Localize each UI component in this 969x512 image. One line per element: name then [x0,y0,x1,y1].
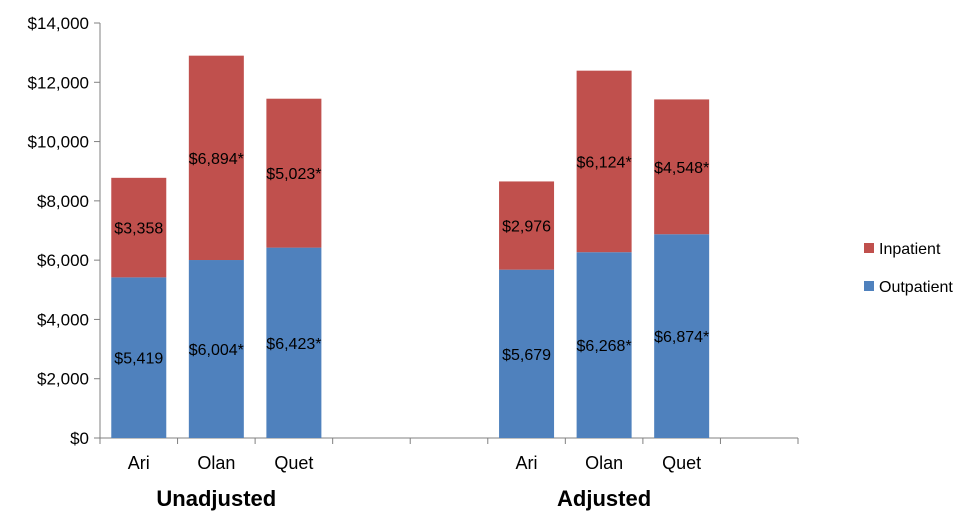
y-tick-label: $6,000 [37,251,89,270]
group-label: Unadjusted [156,486,276,511]
legend-label-outpatient: Outpatient [879,279,953,296]
bar-inpatient [111,177,167,278]
data-label-inpatient: $4,548* [654,160,709,177]
data-label-outpatient: $5,419 [114,351,163,368]
y-tick-label: $2,000 [37,370,89,389]
axes: $0 $2,000 $4,000 $6,000 $8,000 $10,000 $12,000… [28,14,799,511]
bar-inpatient [266,98,322,248]
data-label-outpatient: $6,874* [654,329,709,346]
y-tick-label: $8,000 [37,192,89,211]
bar-outpatient [266,247,322,438]
legend-label-inpatient: Inpatient [879,241,941,258]
data-label-inpatient: $5,023* [266,166,321,183]
y-tick-label: $4,000 [37,310,89,329]
legend-swatch-outpatient [864,281,874,291]
x-tick-label: Quet [274,453,313,473]
x-tick-label: Ari [128,453,150,473]
bar-inpatient [188,55,244,261]
group-label: Adjusted [557,486,651,511]
data-label-outpatient: $5,679 [502,347,551,364]
bar-outpatient [654,234,710,438]
bar-inpatient [576,70,632,253]
bar-inpatient [654,99,710,235]
data-label-outpatient: $6,423* [266,336,321,353]
x-tick-label: Olan [197,453,235,473]
x-tick-label: Quet [662,453,701,473]
data-label-outpatient: $6,268* [577,338,632,355]
legend: Inpatient Outpatient [864,241,953,296]
data-label-inpatient: $6,124* [577,154,632,171]
bar-outpatient [576,252,632,438]
legend-swatch-inpatient [864,243,874,253]
bar-inpatient [499,181,555,270]
data-labels: $5,419 $3,358 $6,004* $6,894* $6,423* $5,023*… [114,151,709,368]
x-tick-label: Ari [516,453,538,473]
bar-outpatient [188,260,244,438]
x-tick-label: Olan [585,453,623,473]
bar-outpatient [111,277,167,438]
y-tick-label: $14,000 [28,14,89,33]
data-label-inpatient: $2,976 [502,219,551,236]
data-label-outpatient: $6,004* [189,342,244,359]
y-tick-label: $12,000 [28,73,89,92]
data-label-inpatient: $3,358 [114,221,163,238]
bar-outpatient [499,269,555,438]
bars [111,55,710,438]
y-tick-label: $0 [70,429,89,448]
y-tick-label: $10,000 [28,133,89,152]
data-label-inpatient: $6,894* [189,151,244,168]
